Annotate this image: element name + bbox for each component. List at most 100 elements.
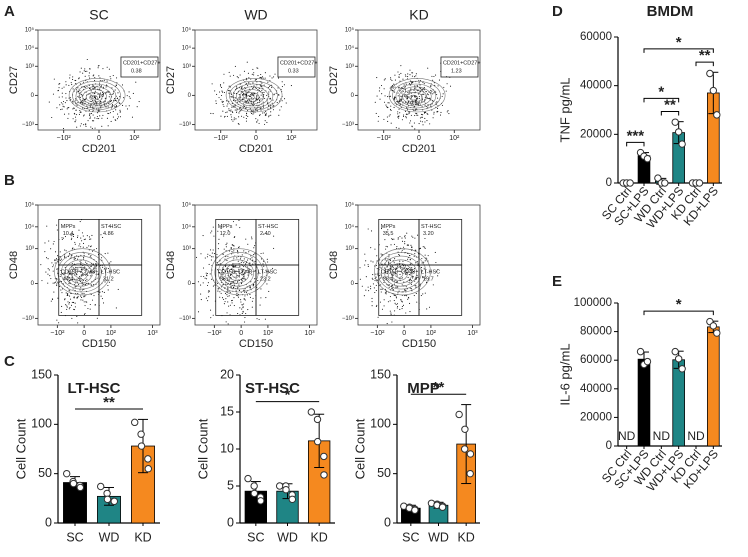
event-dot: [237, 251, 239, 253]
event-dot: [435, 261, 437, 264]
event-dot: [376, 255, 378, 257]
data-point: [466, 450, 475, 458]
event-dot: [225, 111, 227, 114]
event-dot: [66, 306, 68, 308]
event-dot: [246, 93, 248, 95]
event-dot: [102, 114, 104, 116]
event-dot: [370, 247, 372, 249]
event-dot: [431, 75, 433, 77]
bracket-line: [643, 48, 714, 53]
event-dot: [114, 106, 116, 108]
contour-line: [225, 78, 283, 113]
y-tick-label: 0: [31, 281, 35, 287]
event-dot: [437, 97, 439, 99]
gate: [440, 56, 479, 78]
event-dot: [78, 229, 80, 231]
event-dot: [76, 126, 78, 128]
event-dot: [241, 280, 243, 282]
event-dot: [387, 96, 389, 98]
event-dot: [232, 221, 235, 223]
event-dot: [268, 85, 271, 87]
event-dot: [61, 92, 63, 94]
event-dot: [88, 253, 90, 255]
event-dot: [448, 113, 450, 115]
gate: [255, 264, 300, 316]
event-dot: [408, 83, 411, 85]
event-dot: [380, 228, 383, 230]
event-dot: [275, 92, 277, 94]
y-tick-label: 10³: [182, 246, 191, 252]
event-dot: [41, 280, 43, 282]
event-dot: [80, 67, 82, 69]
event-dot: [426, 281, 428, 283]
event-dot: [119, 102, 121, 105]
event-dot: [112, 110, 114, 113]
event-dot: [62, 100, 65, 103]
event-dot: [75, 99, 77, 101]
event-dot: [249, 287, 251, 289]
event-dot: [424, 247, 426, 249]
event-dot: [64, 254, 66, 256]
event-dot: [108, 68, 110, 70]
event-dot: [47, 273, 49, 275]
x-tick-label: −10²: [370, 330, 385, 337]
event-dot: [69, 97, 71, 99]
event-dot: [412, 72, 414, 74]
event-dot: [80, 261, 82, 264]
event-dot: [437, 85, 439, 87]
event-dot: [52, 264, 55, 266]
data-point: [320, 471, 328, 479]
event-dot: [94, 92, 96, 95]
significance-bracket: ***: [626, 127, 645, 147]
event-dot: [252, 93, 254, 95]
event-dot: [411, 246, 413, 248]
event-dot: [224, 258, 226, 260]
event-dot: [227, 103, 229, 105]
event-dot: [397, 238, 399, 240]
bracket-line: [643, 97, 680, 103]
event-dot: [221, 90, 223, 92]
event-dot: [65, 81, 67, 83]
event-dot: [432, 100, 434, 102]
data-point: [713, 111, 721, 119]
event-dot: [408, 302, 411, 305]
event-dot: [391, 79, 393, 82]
event-dot: [241, 254, 243, 256]
contour-line: [377, 252, 427, 293]
event-dot: [399, 90, 401, 92]
gate-label: LT-HSC: [258, 269, 277, 275]
event-dot: [405, 271, 408, 273]
event-dot: [87, 307, 89, 310]
event-dot: [45, 257, 48, 259]
event-dot: [114, 98, 116, 100]
event-dot: [407, 276, 409, 279]
event-dot: [80, 246, 82, 248]
event-dot: [57, 90, 59, 92]
event-dot: [259, 85, 262, 87]
event-dot: [411, 277, 414, 279]
event-dot: [381, 308, 383, 310]
event-dot: [218, 91, 221, 93]
event-dot: [100, 103, 102, 105]
event-dot: [116, 118, 119, 120]
event-dot: [244, 299, 246, 301]
event-dot: [236, 110, 238, 112]
event-dot: [244, 107, 246, 109]
event-dot: [422, 293, 424, 295]
event-dot: [365, 289, 367, 291]
event-dot: [264, 97, 266, 100]
event-dot: [220, 98, 222, 100]
event-dot: [398, 99, 400, 101]
event-dot: [256, 96, 258, 98]
event-dot: [231, 299, 233, 302]
event-dot: [392, 90, 394, 92]
event-dot: [60, 102, 62, 104]
event-dot: [262, 106, 265, 108]
event-dot: [209, 273, 211, 275]
event-dot: [83, 114, 85, 116]
event-dot: [236, 86, 238, 88]
event-dot: [405, 312, 407, 314]
event-dot: [259, 304, 261, 306]
event-dot: [395, 127, 397, 129]
event-dot: [61, 238, 63, 240]
